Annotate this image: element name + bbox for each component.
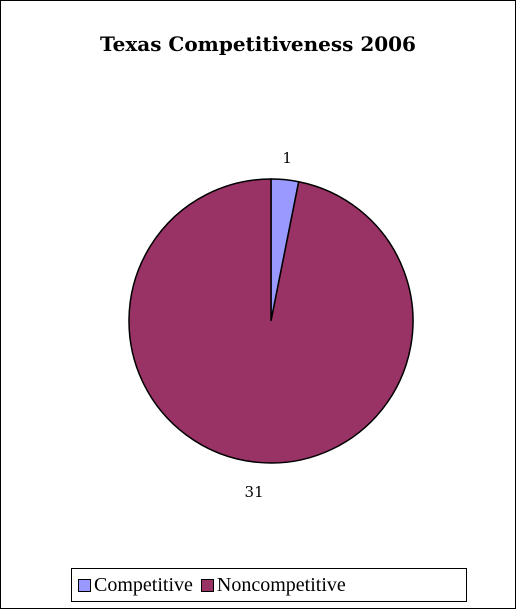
- pie-slice-noncompetitive: [128, 178, 414, 464]
- pie-plot: 1 31: [128, 149, 414, 501]
- pie-slices: [128, 178, 414, 464]
- legend: Competitive Noncompetitive: [71, 568, 467, 602]
- data-label-noncompetitive: 31: [245, 483, 264, 501]
- legend-swatch-competitive: [78, 578, 91, 592]
- legend-label-competitive: Competitive: [94, 574, 193, 596]
- legend-item-noncompetitive: Noncompetitive: [200, 574, 346, 596]
- data-label-competitive: 1: [282, 149, 292, 167]
- legend-label-noncompetitive: Noncompetitive: [216, 574, 346, 596]
- pie-data-labels: 1 31: [245, 149, 292, 501]
- legend-item-competitive: Competitive: [78, 575, 193, 595]
- legend-swatch-noncompetitive: [200, 578, 214, 592]
- chart-title: Texas Competitiveness 2006: [100, 32, 416, 56]
